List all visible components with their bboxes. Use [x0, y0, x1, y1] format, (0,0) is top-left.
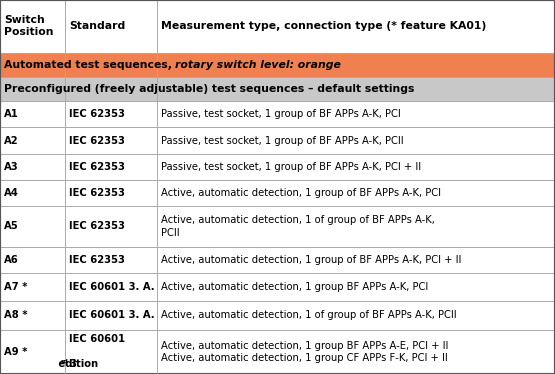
Text: rotary switch level: orange: rotary switch level: orange [175, 60, 341, 70]
Text: Passive, test socket, 1 group of BF APPs A-K, PCII: Passive, test socket, 1 group of BF APPs… [161, 135, 403, 145]
Bar [0, 329, 555, 374]
Bar [0, 206, 555, 246]
Bar [0, 180, 555, 206]
Text: A8 *: A8 * [4, 310, 28, 321]
Bar [0, 154, 555, 180]
Text: Standard: Standard [69, 21, 126, 31]
Bar [0, 77, 555, 101]
Text: IEC 60601 3. A.: IEC 60601 3. A. [69, 282, 155, 292]
Text: Measurement type, connection type (* feature KA01): Measurement type, connection type (* fea… [161, 21, 486, 31]
Bar [0, 101, 555, 128]
Text: A4: A4 [4, 188, 19, 198]
Text: edition: edition [55, 359, 98, 369]
Bar [0, 273, 555, 301]
Text: IEC 62353: IEC 62353 [69, 221, 125, 232]
Text: IEC 62353: IEC 62353 [69, 188, 125, 198]
Text: IEC 62353: IEC 62353 [69, 255, 125, 265]
Text: Automated test sequences,: Automated test sequences, [4, 60, 176, 70]
Text: Active, automatic detection, 1 of group of BF APPs A-K, PCII: Active, automatic detection, 1 of group … [161, 310, 457, 321]
Text: IEC 62353: IEC 62353 [69, 109, 125, 119]
Text: Active, automatic detection, 1 group BF APPs A-E, PCI + II
Active, automatic det: Active, automatic detection, 1 group BF … [161, 341, 448, 363]
Text: A6: A6 [4, 255, 19, 265]
Text: A9 *: A9 * [4, 347, 28, 357]
Bar [0, 301, 555, 329]
Text: Preconfigured (freely adjustable) test sequences – default settings: Preconfigured (freely adjustable) test s… [4, 84, 415, 94]
Text: A7 *: A7 * [4, 282, 28, 292]
Text: IEC 60601: IEC 60601 [69, 334, 125, 344]
Text: 3: 3 [69, 359, 77, 369]
Text: IEC 60601 3. A.: IEC 60601 3. A. [69, 310, 155, 321]
Bar [0, 53, 555, 77]
Bar [0, 0, 555, 53]
Text: Passive, test socket, 1 group of BF APPs A-K, PCI + II: Passive, test socket, 1 group of BF APPs… [161, 162, 421, 172]
Text: Passive, test socket, 1 group of BF APPs A-K, PCI: Passive, test socket, 1 group of BF APPs… [161, 109, 401, 119]
Bar [0, 128, 555, 154]
Bar [0, 246, 555, 273]
Text: Active, automatic detection, 1 group of BF APPs A-K, PCI: Active, automatic detection, 1 group of … [161, 188, 441, 198]
Text: A2: A2 [4, 135, 19, 145]
Text: A3: A3 [4, 162, 19, 172]
Text: Active, automatic detection, 1 group BF APPs A-K, PCI: Active, automatic detection, 1 group BF … [161, 282, 428, 292]
Text: IEC 62353: IEC 62353 [69, 135, 125, 145]
Text: rd: rd [60, 359, 69, 364]
Text: Active, automatic detection, 1 of group of BF APPs A-K,
PCII: Active, automatic detection, 1 of group … [161, 215, 435, 237]
Text: IEC 62353: IEC 62353 [69, 162, 125, 172]
Text: Switch
Position: Switch Position [4, 15, 53, 37]
Text: Active, automatic detection, 1 group of BF APPs A-K, PCI + II: Active, automatic detection, 1 group of … [161, 255, 461, 265]
Text: A1: A1 [4, 109, 19, 119]
Text: A5: A5 [4, 221, 19, 232]
